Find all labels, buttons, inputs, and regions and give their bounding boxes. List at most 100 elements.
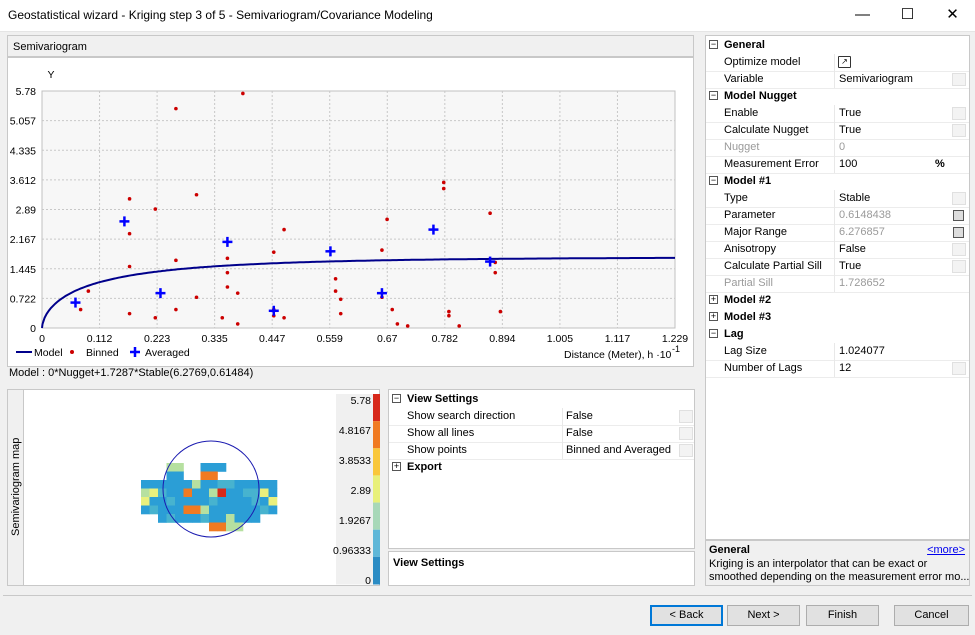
dropdown-icon[interactable] (952, 243, 966, 256)
expand-icon[interactable]: + (392, 461, 401, 471)
collapse-icon[interactable]: − (709, 90, 718, 100)
property-label: Calculate Partial Sill (724, 260, 822, 272)
view-setting-value[interactable]: False (566, 410, 593, 422)
dropdown-icon[interactable] (679, 410, 693, 423)
maximize-button[interactable]: ☐ (900, 6, 915, 23)
dropdown-icon[interactable] (952, 73, 966, 86)
property-value[interactable]: Semivariogram (839, 73, 913, 85)
expand-icon[interactable]: + (709, 294, 718, 304)
binned-point (225, 256, 230, 261)
map-cell (234, 522, 244, 532)
property-category[interactable]: − Model Nugget (709, 90, 797, 102)
dropdown-icon[interactable] (679, 444, 693, 457)
next-button[interactable]: Next > (727, 605, 800, 626)
view-setting-row[interactable]: Show points Binned and Averaged (389, 442, 694, 459)
view-setting-row[interactable]: Show all lines False (389, 425, 694, 442)
view-settings-description: View Settings (388, 551, 695, 586)
optimize-icon[interactable]: ↗ (838, 56, 851, 68)
back-button[interactable]: < Back (650, 605, 723, 626)
map-cell (149, 480, 159, 489)
map-cell (175, 514, 184, 523)
colorbar-segment (373, 529, 380, 558)
colorbar-segment (373, 421, 380, 449)
property-label: Partial Sill (724, 277, 773, 289)
property-row[interactable]: Anisotropy False (706, 241, 969, 258)
dropdown-icon[interactable] (952, 362, 966, 375)
semivariogram-map[interactable]: 5.78 4.8167 3.8533 2.89 1.9267 0.96333 0 (25, 390, 380, 585)
more-link[interactable]: <more> (927, 544, 965, 556)
map-cell (192, 488, 201, 498)
property-value[interactable]: True (839, 124, 862, 136)
property-category[interactable]: − General (709, 39, 765, 51)
property-value[interactable]: 12 (839, 362, 852, 374)
view-setting-value[interactable]: Binned and Averaged (566, 444, 671, 456)
window-title: Geostatistical wizard - Kriging step 3 o… (8, 8, 433, 22)
property-value[interactable]: 1.024077 (839, 345, 885, 357)
cancel-button[interactable]: Cancel (894, 605, 969, 626)
property-row[interactable]: Lag Size 1.024077 (706, 343, 969, 360)
property-row[interactable]: Measurement Error 100 % (706, 156, 969, 173)
map-cell (234, 497, 244, 506)
dropdown-icon[interactable] (952, 192, 966, 205)
property-row[interactable]: Calculate Partial Sill True (706, 258, 969, 275)
collapse-icon[interactable]: − (709, 328, 718, 338)
dropdown-icon[interactable] (679, 427, 693, 440)
x-tick-label: 0.223 (144, 333, 170, 345)
property-row[interactable]: Enable True (706, 105, 969, 122)
property-row[interactable]: Variable Semivariogram (706, 71, 969, 88)
colorbar-segment (373, 394, 380, 422)
minimize-button[interactable]: — (855, 6, 870, 23)
binned-point (174, 106, 178, 111)
dropdown-icon[interactable] (952, 107, 966, 120)
colorbar-label: 1.9267 (339, 515, 371, 527)
property-category[interactable]: + Model #3 (709, 311, 772, 323)
collapse-icon[interactable]: − (709, 39, 718, 49)
property-value[interactable]: 6.276857 (839, 226, 885, 238)
x-tick-label: 0.67 (377, 333, 398, 345)
map-cell (141, 497, 150, 506)
property-value[interactable]: 100 (839, 158, 858, 170)
colorbar-label: 4.8167 (339, 425, 371, 437)
property-value[interactable]: Stable (839, 192, 871, 204)
binned-point (441, 186, 446, 191)
binned-point (235, 291, 240, 295)
close-button[interactable]: ✕ (946, 6, 959, 23)
semivariogram-chart[interactable]: 5.785.0574.3353.6122.892.1671.4450.72200… (8, 58, 693, 366)
property-category[interactable]: − Model #1 (709, 175, 772, 187)
colorbar-bg (336, 475, 380, 504)
view-setting-value[interactable]: False (566, 427, 593, 439)
property-row[interactable]: Type Stable (706, 190, 969, 207)
property-category[interactable]: − Lag (709, 328, 744, 340)
calculator-icon[interactable] (953, 227, 964, 238)
collapse-icon[interactable]: − (392, 393, 401, 403)
colorbar-label: 3.8533 (339, 455, 371, 467)
colorbar-bg (336, 421, 380, 449)
property-label: Enable (724, 107, 759, 119)
property-category[interactable]: + Model #2 (709, 294, 772, 306)
map-cell (141, 488, 150, 498)
binned-point (447, 309, 451, 314)
property-value[interactable]: False (839, 243, 866, 255)
dropdown-icon[interactable] (952, 260, 966, 273)
property-value[interactable]: True (839, 260, 862, 272)
finish-button[interactable]: Finish (806, 605, 879, 626)
property-value: 0 (839, 141, 846, 153)
export-category[interactable]: + Export (392, 461, 442, 473)
view-setting-row[interactable]: Show search direction False (389, 408, 694, 425)
calculator-icon[interactable] (953, 210, 964, 221)
property-row[interactable]: Major Range 6.276857 (706, 224, 969, 241)
property-row[interactable]: Calculate Nugget True (706, 122, 969, 139)
view-settings-category[interactable]: − View Settings (392, 393, 479, 405)
dropdown-icon[interactable] (952, 124, 966, 137)
expand-icon[interactable]: + (709, 311, 718, 321)
property-row[interactable]: Number of Lags 12 (706, 360, 969, 377)
property-row[interactable]: Nugget 0 (706, 139, 969, 156)
property-value[interactable]: 0.6148438 (839, 209, 891, 221)
property-row[interactable]: Optimize model ↗ (706, 54, 969, 71)
property-value[interactable]: True (839, 107, 862, 119)
property-row[interactable]: Parameter 0.6148438 (706, 207, 969, 224)
map-cell (158, 505, 167, 515)
property-row[interactable]: Partial Sill 1.728652 (706, 275, 969, 292)
collapse-icon[interactable]: − (709, 175, 718, 185)
legend-binned-icon (70, 350, 74, 354)
